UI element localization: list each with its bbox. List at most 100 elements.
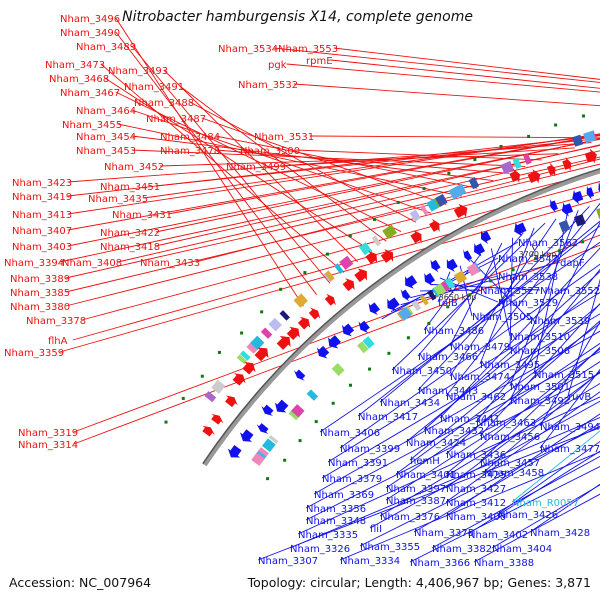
gc-dot xyxy=(348,383,352,387)
gc-dot xyxy=(372,217,376,221)
leader-line xyxy=(313,330,600,495)
leader-line xyxy=(539,368,600,449)
gene-label-reverse: Nham_3477 xyxy=(540,444,600,455)
gene-label-forward: Nham_3464 xyxy=(76,106,136,117)
gene-label-reverse: tolB xyxy=(438,298,458,309)
leader-line xyxy=(286,63,600,93)
leader-line xyxy=(289,416,600,549)
gene-label-forward: Nham_3455 xyxy=(62,120,122,131)
leader-line xyxy=(81,181,600,321)
outer-feature-block xyxy=(382,224,398,240)
gene-label-forward: Nham_3385 xyxy=(10,288,70,299)
forward-gene-arrow xyxy=(429,218,440,233)
outer-feature-block xyxy=(236,354,248,365)
gene-label-forward: Nham_3408 xyxy=(62,258,122,269)
outer-feature-block xyxy=(500,160,515,175)
gene-label-reverse: Nham_3450 xyxy=(392,366,452,377)
gene-label-reverse: Nham_3562 xyxy=(518,238,578,249)
gene-label-reverse: Nham_3495 xyxy=(480,360,540,371)
gene-label-forward: Nham_3451 xyxy=(100,182,160,193)
gc-content-dots xyxy=(164,114,585,481)
leader-line xyxy=(423,270,600,431)
leader-line xyxy=(319,241,600,433)
inner-feature-block xyxy=(419,294,429,306)
reverse-gene-arrow xyxy=(316,345,330,359)
gc-dot xyxy=(348,234,352,238)
gene-label-reverse: Nham_3427 xyxy=(446,484,506,495)
gene-label-forward: Nham_3489 xyxy=(76,42,136,53)
tick-mark xyxy=(449,287,454,294)
inner-feature-block xyxy=(596,208,600,219)
label-leader-lines xyxy=(59,17,600,563)
gene-label-reverse: Nham_3399 xyxy=(340,444,400,455)
gene-label-forward: Nham_3490 xyxy=(60,28,120,39)
gene-label-forward: Nham_3488 xyxy=(134,98,194,109)
forward-gene-arrow xyxy=(225,395,238,408)
gc-dot xyxy=(422,187,426,191)
gene-label-reverse: Nham_R0057 xyxy=(512,498,579,509)
gene-label-reverse: Nham_3356 xyxy=(306,504,366,515)
gene-label-reverse: Nham_3402 xyxy=(468,530,528,541)
gene-label-forward: Nham_3491 xyxy=(124,82,184,93)
gc-dot xyxy=(217,350,221,354)
leader-line xyxy=(431,455,600,549)
leader-line xyxy=(359,425,600,547)
leader-line xyxy=(100,63,345,273)
leader-line xyxy=(413,422,600,533)
gene-label-reverse: Nham_3426 xyxy=(498,510,558,521)
outer-feature-block xyxy=(435,193,448,207)
leader-line xyxy=(449,242,503,347)
gc-dot xyxy=(283,458,287,462)
outer-feature-block xyxy=(522,153,532,165)
outer-feature-ring xyxy=(204,130,597,403)
leader-line xyxy=(215,149,510,174)
outer-feature-block xyxy=(468,177,480,190)
gc-dot xyxy=(489,279,493,283)
forward-gene-arrow xyxy=(202,425,215,437)
gene-label-forward: Nham_3534 xyxy=(218,44,278,55)
gene-label-forward: Nham_3359 xyxy=(4,348,64,359)
gene-label-reverse: ruvB xyxy=(568,392,591,403)
reverse-gene-arrow xyxy=(400,289,411,302)
gene-label-forward: Nham_3452 xyxy=(104,162,164,173)
forward-gene-arrow xyxy=(584,148,597,164)
leader-line xyxy=(445,348,600,475)
gene-label-reverse: Nham_3506 xyxy=(510,346,570,357)
gene-label-forward: Nham_3478 xyxy=(160,146,220,157)
reverse-gene-arrow xyxy=(514,222,527,237)
gc-dot xyxy=(325,252,329,256)
leader-line xyxy=(385,342,600,489)
gc-dot xyxy=(260,310,264,314)
reverse-gene-arrow xyxy=(358,320,370,334)
inner-feature-block xyxy=(574,214,586,227)
reverse-gene-arrow xyxy=(586,185,595,200)
reverse-gene-arrow xyxy=(227,445,242,458)
gene-label-reverse: Nham_3391 xyxy=(328,458,388,469)
inner-feature-block xyxy=(291,404,305,418)
gene-label-reverse: Nham_3466 xyxy=(418,352,478,363)
reverse-gene-arrow xyxy=(405,275,418,289)
outer-feature-block xyxy=(571,134,584,147)
gene-label-reverse: Nham_3369 xyxy=(314,490,374,501)
leader-line xyxy=(305,351,600,509)
gc-dot xyxy=(387,351,391,355)
reverse-gene-arrow xyxy=(387,297,400,312)
inner-feature-block xyxy=(261,438,276,453)
gene-label-forward: Nham_3453 xyxy=(76,146,136,157)
leader-line xyxy=(65,163,600,293)
leader-line xyxy=(449,218,557,377)
leader-line xyxy=(73,234,600,433)
outer-feature-block xyxy=(279,310,290,321)
inner-feature-ring xyxy=(251,208,600,466)
leader-line xyxy=(65,156,600,279)
forward-gene-arrow xyxy=(380,249,394,263)
gc-dot xyxy=(368,367,372,371)
reverse-gene-arrow xyxy=(474,243,486,257)
forward-gene-arrow xyxy=(308,307,321,320)
gc-dot xyxy=(446,305,450,309)
forward-gene-arrow xyxy=(365,250,378,264)
gc-dot xyxy=(303,271,307,275)
gene-label-reverse: Nham_3539 xyxy=(530,316,590,327)
